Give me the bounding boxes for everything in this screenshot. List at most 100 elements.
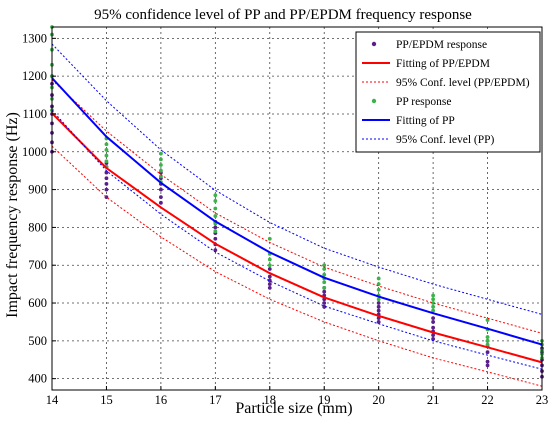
data-point (104, 147, 109, 152)
y-tick-label: 600 (28, 296, 47, 310)
y-tick-label: 1300 (22, 31, 47, 45)
data-point (213, 225, 218, 230)
x-tick-label: 22 (481, 393, 494, 407)
x-tick-label: 20 (372, 393, 385, 407)
x-tick-label: 21 (427, 393, 440, 407)
data-point (431, 293, 436, 298)
x-axis-label: Particle size (mm) (235, 400, 352, 417)
data-point (376, 287, 381, 292)
plot-frame (51, 26, 543, 391)
series-line (51, 77, 543, 346)
y-tick-label: 1100 (22, 107, 47, 121)
x-tick-label: 19 (318, 393, 331, 407)
data-point (376, 320, 381, 324)
data-point (213, 229, 218, 234)
data-point (322, 263, 327, 268)
data-point (322, 301, 327, 305)
data-point (104, 153, 109, 158)
data-point (322, 272, 327, 277)
data-point (104, 159, 109, 164)
legend-marker (371, 98, 377, 104)
data-point (431, 304, 436, 309)
y-tick-label: 700 (28, 258, 47, 272)
y-axis-label: Impact frequency response (Hz) (4, 112, 21, 318)
data-point (376, 304, 381, 309)
data-point (376, 276, 381, 281)
data-point (158, 163, 163, 167)
data-point (431, 320, 436, 324)
legend-label: PP response (396, 96, 451, 108)
data-point (431, 297, 436, 302)
data-point (485, 363, 490, 368)
data-point (485, 350, 490, 355)
x-tick-label: 14 (46, 393, 59, 407)
data-point (158, 168, 163, 173)
data-point (267, 267, 272, 271)
legend-box (355, 31, 541, 153)
data-point (213, 214, 218, 218)
data-point (158, 195, 163, 200)
data-point (104, 182, 109, 186)
data-point (376, 297, 381, 302)
data-point (267, 274, 272, 279)
data-point (431, 301, 436, 305)
data-point (158, 151, 163, 156)
tick-marks: 14 15 16 17 18 19 20 21 22 23 400 500 600 700 800 900 10… (22, 31, 548, 407)
legend-label: PP/EPDM response (396, 39, 487, 51)
y-tick-label: 800 (28, 220, 47, 234)
data-point (213, 193, 218, 198)
data-point (431, 316, 436, 321)
data-point (104, 142, 109, 147)
data-point (213, 206, 218, 211)
data-point (485, 359, 490, 364)
data-point (431, 337, 436, 341)
legend-marker (371, 41, 377, 47)
legend: PP/EPDM response Fitting of PP/EPDM 95% Co… (355, 31, 541, 153)
data-point (431, 333, 436, 338)
data-point (485, 335, 490, 339)
series-line (51, 79, 543, 334)
data-point (267, 236, 272, 241)
y-tick-label: 400 (28, 372, 47, 386)
x-tick-label: 15 (100, 393, 113, 407)
data-point (485, 318, 490, 322)
y-tick-label: 500 (28, 334, 47, 348)
data-point (322, 280, 327, 285)
legend-label: Fitting of PP (396, 115, 455, 127)
series-layer (50, 25, 544, 387)
data-point (267, 257, 272, 262)
data-point (322, 289, 327, 294)
data-point (104, 176, 109, 181)
x-tick-label: 16 (155, 393, 168, 407)
data-point (322, 286, 327, 290)
data-point (431, 308, 436, 313)
data-point (213, 236, 218, 241)
data-point (322, 304, 327, 309)
data-point (431, 325, 436, 330)
data-point (267, 282, 272, 287)
data-point (376, 301, 381, 305)
y-tick-label: 1000 (22, 145, 47, 159)
legend-label: Fitting of PP/EPDM (396, 58, 490, 70)
series-line (51, 43, 543, 315)
series-line (51, 109, 543, 370)
x-tick-label: 23 (536, 393, 549, 407)
data-point (104, 187, 109, 192)
data-point (158, 200, 163, 205)
x-tick-label: 17 (209, 393, 222, 407)
x-tick-label: 18 (264, 393, 277, 407)
data-point (376, 308, 381, 313)
data-point (322, 267, 327, 271)
data-point (485, 342, 490, 347)
data-point (158, 187, 163, 192)
series-line (51, 145, 543, 387)
data-point (267, 286, 272, 290)
data-point (158, 157, 163, 162)
y-tick-label: 900 (28, 183, 47, 197)
series-line (51, 112, 543, 364)
y-tick-label: 1200 (22, 69, 47, 83)
legend-label: 95% Conf. level (PP/EPDM) (396, 77, 530, 89)
legend-label: 95% Conf. level (PP) (396, 134, 495, 146)
